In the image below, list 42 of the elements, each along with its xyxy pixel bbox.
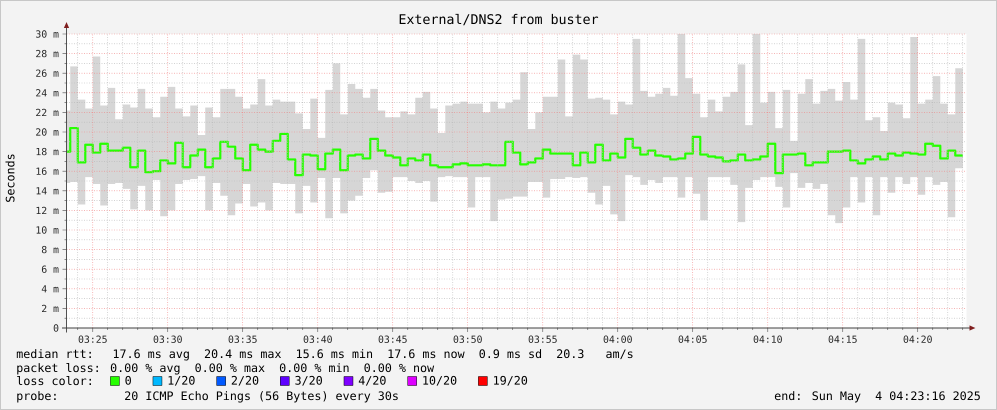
- y-tick-label: 14 m: [36, 187, 59, 194]
- legend-label: 10/20: [423, 376, 456, 386]
- legend-label: 0: [125, 376, 131, 385]
- legend-title: loss color:: [17, 376, 91, 386]
- y-tick-label: 18 m: [36, 148, 59, 156]
- x-tick-label: 03:55: [528, 336, 557, 343]
- legend-label: 1/20: [168, 376, 195, 386]
- x-tick-label: 04:00: [604, 336, 632, 343]
- x-tick-label: 04:10: [754, 336, 782, 343]
- legend-label: 2/20: [232, 376, 258, 386]
- x-tick-label: 03:35: [228, 336, 257, 343]
- y-tick-label: 10 m: [36, 226, 59, 234]
- y-tick-label: 24 m: [36, 89, 59, 96]
- y-tick-label: 4 m: [42, 285, 59, 292]
- legend-label: 4/20: [358, 376, 386, 386]
- x-tick-label: 03:25: [78, 336, 107, 343]
- text: end: Sun May 4 04:23:16 2025: [774, 391, 980, 402]
- y-tick-label: 26 m: [36, 70, 59, 77]
- y-axis-title: Seconds: [5, 154, 15, 202]
- y-tick-label: 16 m: [36, 168, 59, 175]
- y-tick-label: 22 m: [36, 108, 59, 116]
- text: packet loss: 0.00 % avg 0.00 % max 0.00 % min 0.00 % now: [17, 363, 434, 375]
- text: probe: 20 ICMP Echo Pings (56 Bytes) every 30s: [17, 391, 398, 403]
- x-tick-label: 04:20: [904, 336, 932, 343]
- y-tick-label: 8 m: [42, 246, 59, 254]
- legend-label: 19/20: [494, 376, 528, 386]
- chart-title: External/DNS2 from buster: [400, 14, 598, 26]
- y-tick-label: 20 m: [36, 128, 59, 136]
- text: median rtt: 17.6 ms avg 20.4 ms max 15.6 ms min 17.6 ms now 0.9 ms sd 20.3 am/s: [16, 349, 633, 361]
- legend-label: 3/20: [295, 376, 322, 386]
- y-tick-label: 6 m: [42, 266, 59, 273]
- y-tick-label: 12 m: [36, 206, 59, 214]
- y-tick-label: 28 m: [36, 50, 59, 58]
- y-tick-label: 2 m: [42, 304, 59, 312]
- x-tick-label: 04:05: [678, 336, 707, 343]
- x-tick-label: 03:45: [378, 336, 407, 343]
- x-tick-label: 03:30: [154, 336, 182, 343]
- x-tick-label: 03:50: [454, 336, 482, 343]
- y-tick-label: 30 m: [36, 30, 59, 38]
- y-tick-label: 0: [54, 324, 58, 332]
- x-tick-label: 04:15: [828, 336, 857, 343]
- x-tick-label: 03:40: [304, 336, 332, 343]
